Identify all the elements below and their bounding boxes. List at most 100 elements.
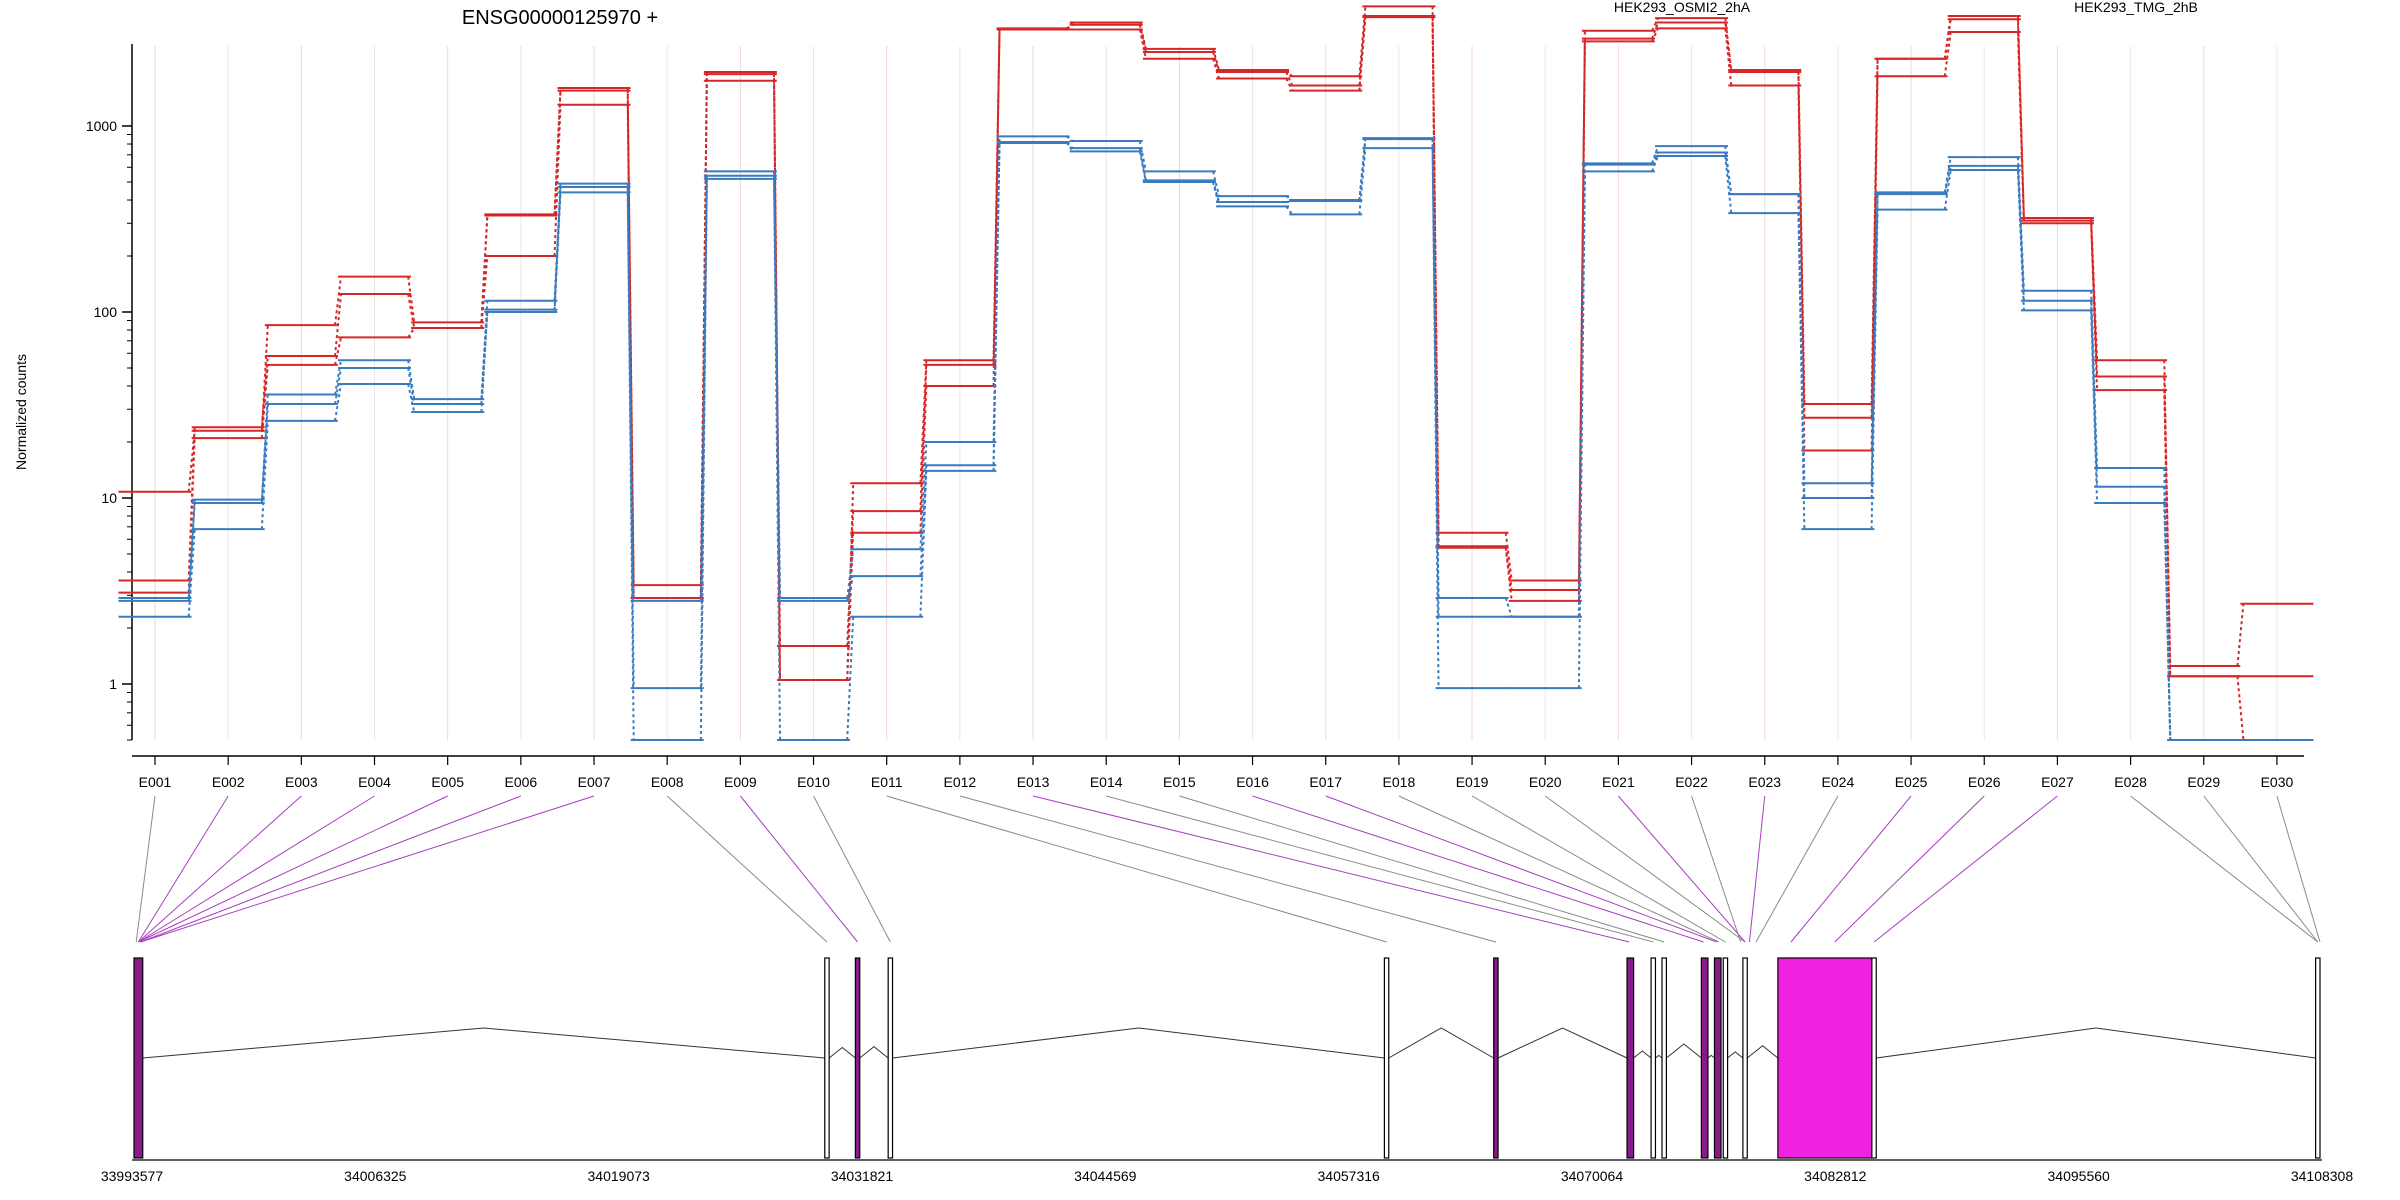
exon-connector (1691, 795, 1742, 943)
exon-transition (480, 214, 489, 323)
exon-transition (260, 420, 269, 530)
exon-transition (1138, 151, 1147, 183)
exon-box (1722, 957, 1729, 1159)
exon-connector (138, 795, 302, 943)
x-tick-label: E001 (139, 774, 172, 790)
exon-connector (137, 795, 229, 943)
exon-transition (626, 192, 635, 741)
exon-connector (739, 795, 858, 943)
exon-transition (1138, 29, 1147, 59)
exon-transition (1651, 22, 1660, 39)
exon-connector (1471, 795, 1726, 943)
exon-transition (1285, 71, 1294, 86)
genomic-coordinate-label: 34006325 (344, 1168, 407, 1184)
exon-transition (919, 385, 928, 533)
x-tick-label: E014 (1090, 774, 1123, 790)
x-tick-label: E015 (1163, 774, 1196, 790)
x-tick-label: E024 (1822, 774, 1855, 790)
exon-connector (140, 795, 522, 943)
exon-connector (1325, 795, 1717, 943)
x-tick-label: E004 (358, 774, 391, 790)
exon-transition (2236, 676, 2245, 741)
x-tick-label: E011 (871, 774, 903, 790)
exon-box (2315, 957, 2321, 1159)
exon-box (1383, 957, 1390, 1159)
exon-transition (1286, 200, 1293, 204)
exon-transition (846, 616, 855, 741)
intron (1633, 1050, 1652, 1059)
exon-connector (138, 795, 375, 943)
exon-connector (813, 795, 891, 943)
x-tick-label: E013 (1017, 774, 1050, 790)
exon-connector (1618, 795, 1746, 943)
exon-transition (1943, 169, 1952, 210)
exon-transition (846, 575, 855, 602)
exon-box (1493, 957, 1499, 1159)
exon-transition (1285, 78, 1294, 92)
exon-transition (1870, 76, 1879, 451)
genomic-coordinate-label: 33993577 (101, 1168, 164, 1184)
legend-label-osmi: HEK293_OSMI2_2hA (1614, 0, 1751, 15)
intron (1388, 1027, 1494, 1059)
exon-transition (1285, 195, 1293, 201)
exon-transition (992, 28, 1001, 365)
gene-model: 33993577 34006325 34019073 34031821 34044569… (101, 957, 2353, 1184)
exon-transition (1577, 171, 1586, 689)
exon-box (1700, 957, 1709, 1159)
exon-transition (407, 327, 416, 338)
exon-transition (1651, 155, 1660, 172)
exon-transition (1066, 135, 1074, 142)
x-tick-label: E003 (285, 774, 318, 790)
exon-transition (1285, 205, 1294, 215)
genomic-coordinate-label: 34044569 (1074, 1168, 1137, 1184)
exon-transition (1504, 532, 1513, 581)
exon-box (1871, 957, 1877, 1159)
exon-transition (1358, 17, 1367, 91)
exon-connector (1398, 795, 1720, 943)
exon-transition (699, 80, 708, 599)
intron (892, 1027, 1385, 1059)
exon-connector (2203, 795, 2319, 943)
x-tick-label: E030 (2261, 774, 2294, 790)
x-tick-label: E012 (944, 774, 977, 790)
exon-transition (1724, 18, 1733, 71)
exon-transition (919, 470, 928, 617)
exon-transition (480, 255, 489, 329)
exon-connector (140, 795, 595, 943)
exon-connector (1755, 795, 1839, 943)
exon-connector (1834, 795, 1985, 943)
exon-connector (666, 795, 828, 943)
y-tick-label: 1000 (86, 118, 117, 134)
exon-transition (1797, 85, 1806, 451)
x-tick-label: E022 (1675, 774, 1708, 790)
legend-label-tmg: HEK293_TMG_2hB (2074, 0, 2198, 15)
plot-series (118, 5, 2314, 741)
exon-transition (2236, 603, 2245, 667)
exon-connector (1106, 795, 1654, 943)
exon-transition (334, 367, 342, 405)
exon-transition (1504, 546, 1513, 591)
intron (142, 1027, 825, 1059)
exon-connector (138, 795, 448, 943)
exon-transition (773, 175, 782, 601)
exon-transition (334, 337, 342, 366)
exon-transition (260, 403, 269, 504)
x-tick-label: E006 (504, 774, 537, 790)
exon-transition (1651, 27, 1659, 42)
exon-connector (1032, 795, 1630, 943)
x-tick-label: E023 (1748, 774, 1781, 790)
intron (1876, 1027, 2316, 1059)
genomic-coordinate-label: 34031821 (831, 1168, 894, 1184)
x-tick-label: E017 (1309, 774, 1342, 790)
exon-transition (1651, 152, 1659, 166)
exon-transition (553, 104, 562, 257)
exon-connector (1748, 795, 1766, 943)
exon-transition (846, 549, 855, 599)
exon-transition (334, 293, 343, 357)
exon-transition (992, 142, 1001, 471)
exon-transition (1212, 48, 1221, 71)
exon-transition (1431, 139, 1440, 617)
exon-connector (1179, 795, 1665, 943)
exon-transition (1138, 22, 1147, 50)
